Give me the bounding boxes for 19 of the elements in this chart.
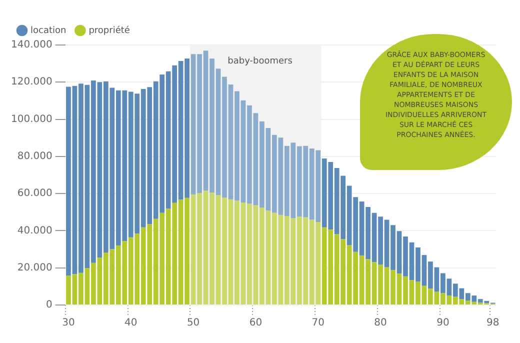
x-tick-label: 30 bbox=[62, 318, 75, 329]
x-tick-label: 98 bbox=[486, 318, 500, 329]
y-tick-label: 140.000 bbox=[10, 40, 52, 51]
y-tick-label: 40.000 bbox=[17, 225, 52, 236]
y-tick-label: 60.000 bbox=[17, 188, 52, 200]
x-tick-label: 80 bbox=[374, 318, 387, 329]
legend-label: propriété bbox=[88, 24, 130, 36]
y-tick-label: 100.000 bbox=[10, 114, 52, 125]
y-tick-label: 80.000 bbox=[17, 151, 52, 162]
y-tick-label: 20.000 bbox=[17, 262, 52, 274]
x-tick-label: 40 bbox=[124, 318, 138, 329]
y-tick-label: 120.000 bbox=[10, 76, 52, 88]
band-label: baby-boomers bbox=[228, 56, 293, 66]
x-tick-label: 70 bbox=[312, 318, 324, 329]
x-tick-label: 90 bbox=[436, 318, 450, 329]
legend-label: location bbox=[30, 26, 66, 36]
x-tick-label: 60 bbox=[249, 318, 262, 329]
x-tick-label: 50 bbox=[186, 318, 200, 329]
y-tick-label: 0 bbox=[46, 300, 52, 311]
